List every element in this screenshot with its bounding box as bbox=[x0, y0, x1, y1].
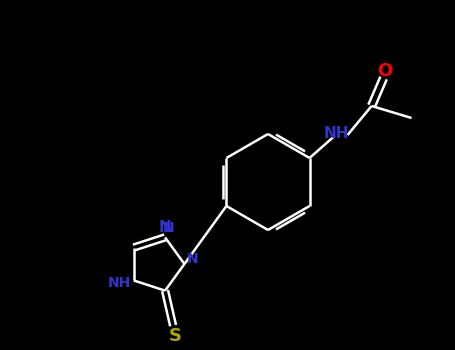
Text: N: N bbox=[159, 220, 172, 235]
Text: O: O bbox=[377, 62, 392, 80]
Text: S: S bbox=[169, 327, 182, 345]
Text: NH: NH bbox=[108, 276, 131, 290]
Text: NH: NH bbox=[324, 126, 349, 140]
Text: N: N bbox=[187, 252, 198, 266]
Text: N: N bbox=[162, 221, 174, 235]
